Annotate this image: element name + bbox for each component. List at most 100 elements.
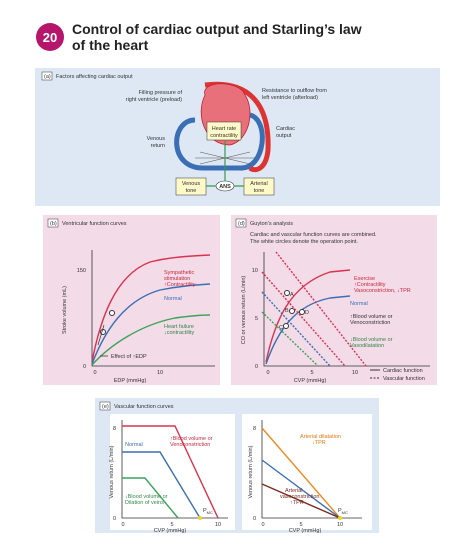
tick-label: 10	[215, 522, 221, 528]
label: Venous	[147, 136, 166, 142]
label: ↑Contractility	[354, 282, 386, 288]
point	[109, 310, 115, 316]
title: Control of cardiac output and Starling’s…	[72, 21, 362, 37]
point	[338, 516, 342, 520]
label: Resistance to outflow from	[262, 88, 327, 94]
label: Filling pressure of	[139, 90, 183, 96]
label: ↓contractility	[164, 330, 195, 336]
tick-label: 8	[253, 426, 256, 432]
axis-label: Stroke volume (mL)	[62, 286, 68, 334]
tag: (a)	[44, 74, 51, 80]
legend-entry: Vascular function	[383, 376, 425, 382]
panel-title: Vascular function curves	[114, 404, 174, 410]
label: Heart failure	[164, 324, 194, 330]
note: The white circles denote the operation p…	[250, 239, 358, 245]
curve	[122, 451, 201, 519]
tick-label: 0	[266, 370, 269, 376]
axes	[261, 420, 362, 519]
tick-label: 0	[93, 370, 96, 376]
label: P	[338, 508, 342, 514]
tag-box	[99, 401, 111, 411]
label: contractility	[210, 133, 238, 139]
plot-bg	[242, 414, 372, 530]
tick-label: 5	[299, 522, 302, 528]
curve	[261, 291, 331, 367]
label: Vasoconstriction, ↓TPR	[354, 288, 411, 294]
right-plot	[242, 414, 372, 530]
badge	[36, 23, 64, 51]
label: MC	[207, 510, 213, 515]
tick-label: 0	[253, 516, 256, 522]
point-label: D	[305, 310, 309, 316]
label: Exercise	[354, 276, 375, 282]
label: PMC	[338, 508, 348, 515]
tag-box	[235, 218, 247, 228]
point	[289, 308, 295, 314]
curve	[122, 425, 219, 519]
title: of the heart	[72, 37, 149, 53]
curve	[261, 459, 341, 519]
tick-label: 0	[113, 516, 116, 522]
label: Venoconstriction	[350, 320, 390, 326]
label: Dilation of veins	[125, 500, 164, 506]
tick-label: 10	[157, 370, 163, 376]
curve	[261, 311, 319, 367]
point	[284, 290, 290, 296]
point	[299, 309, 305, 315]
point	[198, 516, 202, 520]
label: output	[276, 133, 292, 139]
panel-title: Guyton’s analysis	[250, 221, 293, 227]
label: Sympathetic	[164, 270, 195, 276]
label: ↓Blood volume or	[350, 337, 393, 343]
point-label: A	[290, 292, 294, 298]
curve	[265, 269, 351, 363]
heart-diagram	[174, 81, 275, 196]
axes	[91, 250, 215, 367]
label: Arterial	[250, 181, 267, 187]
label: left ventricle (afterload)	[262, 95, 318, 101]
tick-label: 5	[170, 522, 173, 528]
label: return	[151, 143, 165, 149]
panel-title: Factors affecting cardiac output	[56, 74, 133, 80]
label: tone	[254, 188, 265, 194]
point-label: B	[285, 308, 289, 314]
tag: (b)	[50, 221, 57, 227]
label: ↑Blood volume or	[350, 314, 393, 320]
tag: (d)	[238, 221, 245, 227]
point-label: C	[279, 325, 283, 331]
tag-box	[41, 71, 53, 81]
axes	[263, 252, 430, 367]
tick-label: 0	[255, 364, 258, 370]
axis-label: Venous return (L/min)	[248, 445, 254, 498]
label: Normal	[125, 442, 143, 448]
point	[283, 323, 289, 329]
label: ↓TPR	[312, 440, 326, 446]
axis-label: Venous return (L/min)	[109, 445, 115, 498]
label: Normal	[164, 296, 182, 302]
label: Cardiac	[276, 126, 295, 132]
curve	[122, 477, 179, 519]
label: Venous	[182, 181, 201, 187]
note: Cardiac and vascular function curves are…	[250, 232, 377, 238]
tick-label: 10	[337, 522, 343, 528]
curve	[265, 295, 351, 365]
label: ↓Blood volume or	[125, 494, 168, 500]
label: right ventricle (preload)	[126, 97, 182, 103]
label: Normal	[350, 301, 368, 307]
axis-label: CVP (mmHg)	[154, 528, 187, 534]
label: Arterial dilatation	[300, 434, 341, 440]
tick-label: 10	[252, 268, 258, 274]
label: PMC	[203, 508, 213, 515]
tick-label: 150	[77, 268, 86, 274]
label: Heart rate	[212, 126, 236, 132]
curve	[261, 427, 341, 519]
panel-b-bg	[43, 215, 220, 385]
label: ANS	[219, 184, 231, 190]
label: tone	[186, 188, 197, 194]
legend-entry: Cardiac function	[383, 368, 423, 374]
label: Arterial	[285, 488, 302, 494]
label: MC	[342, 510, 348, 515]
label: Vasodilatation	[350, 343, 384, 349]
label: ↑Blood volume or	[170, 436, 213, 442]
curve	[91, 254, 211, 363]
